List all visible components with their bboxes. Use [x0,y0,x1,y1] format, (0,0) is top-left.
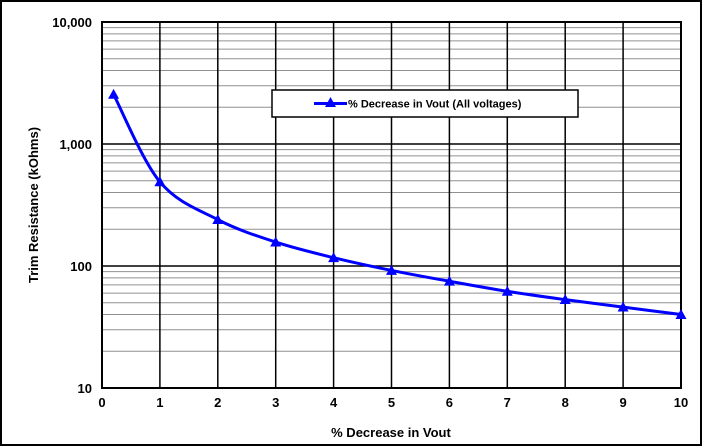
x-tick-label: 7 [504,395,511,410]
legend-triangle-marker [325,97,336,107]
data-point-marker [270,236,282,247]
plot-frame [101,21,682,389]
x-tick-label: 6 [446,395,453,410]
y-axis-title: Trim Resistance (kOhms) [26,127,41,283]
data-point-marker [154,176,166,187]
legend: % Decrease in Vout (All voltages) [271,89,579,118]
data-point-marker [328,252,340,263]
y-tick-label: 10 [78,381,92,396]
x-tick-label: 1 [156,395,163,410]
data-point-marker [675,309,687,319]
series-layer [108,88,687,319]
data-point-marker [443,275,455,286]
series-line [112,93,682,317]
x-axis-title: % Decrease in Vout [331,425,451,440]
x-tick-label: 0 [98,395,105,410]
data-point-marker [108,88,120,99]
y-tick-label: 100 [70,259,92,274]
data-point-marker [617,301,629,312]
data-point-marker [501,285,513,296]
y-tick-label: 10,000 [52,15,92,30]
x-tick-label: 4 [330,395,338,410]
x-tick-label: 2 [214,395,221,410]
x-tick-label: 9 [619,395,626,410]
x-tick-label: 3 [272,395,279,410]
data-point-marker [212,214,224,225]
x-tick-labels: 0 1 2 3 4 5 6 7 8 9 10 [98,395,688,410]
x-tick-label: 8 [562,395,569,410]
legend-label: % Decrease in Vout (All voltages) [348,99,522,111]
data-point-marker [559,294,571,305]
x-tick-label: 10 [674,395,688,410]
x-tick-label: 5 [388,395,395,410]
data-point-marker [386,264,397,275]
y-tick-label: 1,000 [59,137,92,152]
y-tick-labels: 10 100 1,000 10,000 [52,15,92,396]
